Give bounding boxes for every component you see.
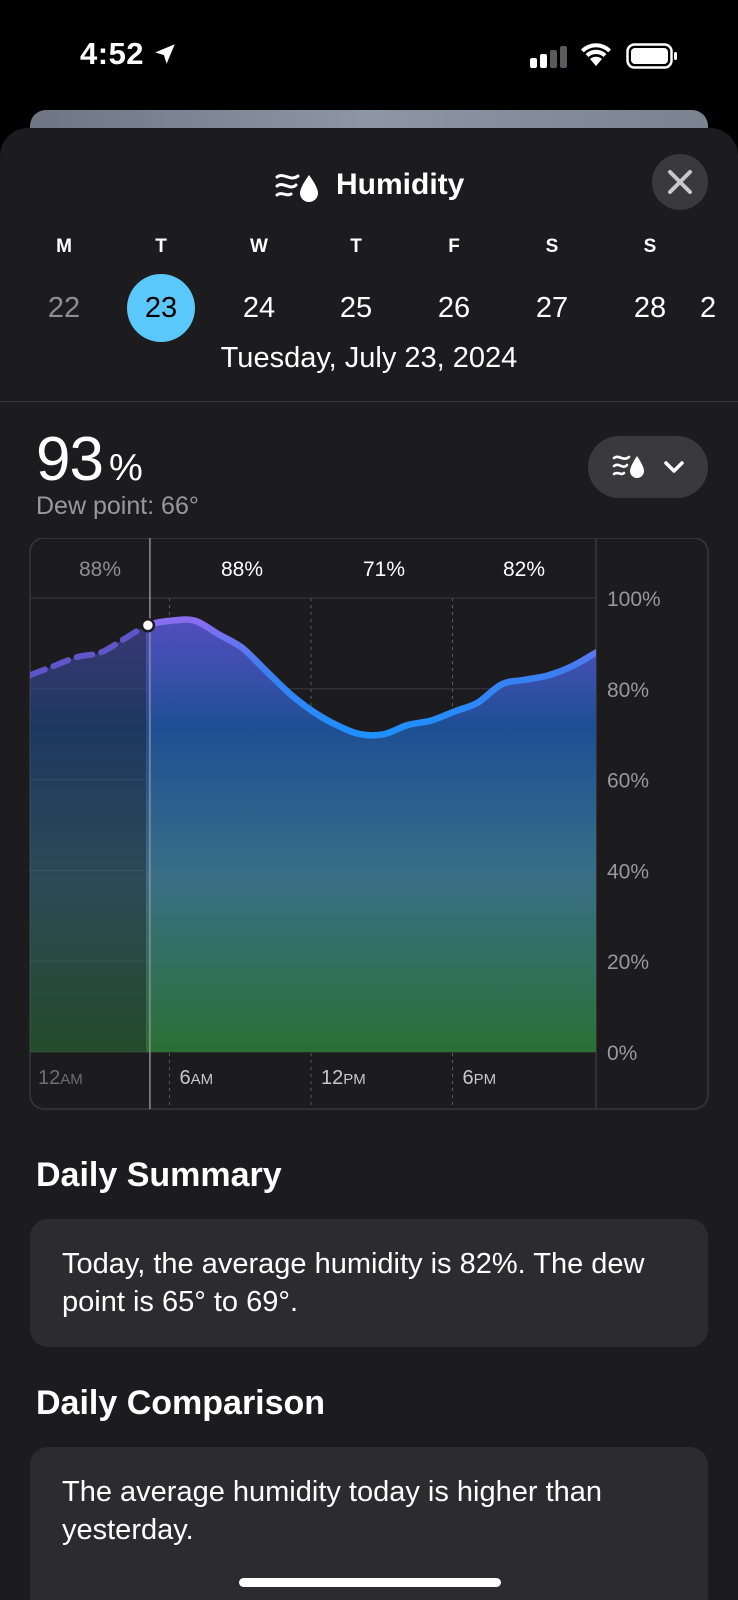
daily-comparison-text: The average humidity today is higher tha… [62, 1476, 603, 1546]
day-24[interactable]: 24 [242, 292, 276, 324]
daily-comparison-heading: Daily Comparison [36, 1384, 326, 1422]
day-22[interactable]: 22 [47, 292, 81, 324]
day-29-partial[interactable]: 2 [700, 292, 717, 324]
y-tick-label: 0% [607, 1042, 637, 1065]
humidity-icon [275, 174, 318, 203]
daily-summary-text: Today, the average humidity is 82%. The … [62, 1248, 645, 1318]
close-icon [668, 170, 692, 194]
divider [0, 401, 738, 402]
daily-comparison-card: The average humidity today is higher tha… [30, 1447, 708, 1600]
y-tick-label: 80% [607, 679, 649, 702]
chevron-down-icon [664, 461, 684, 473]
weekday-label: T [350, 236, 362, 257]
top-range-label: 71% [363, 558, 405, 581]
humidity-area-past [30, 626, 146, 1052]
condition-selector-button[interactable] [588, 436, 708, 498]
weekday-label: F [448, 236, 460, 257]
close-button[interactable] [652, 154, 708, 210]
day-27[interactable]: 27 [535, 292, 569, 324]
selected-date: Tuesday, July 23, 2024 [220, 342, 518, 374]
weekday-label: S [643, 236, 657, 257]
x-tick-label: 12PM [321, 1067, 366, 1089]
humidity-area [146, 619, 596, 1052]
status-time: 4:52 [80, 36, 145, 71]
day-26[interactable]: 26 [437, 292, 471, 324]
humidity-line [146, 616, 596, 739]
humidity-chart[interactable]: 88% 88% 71% 82% 100% 80% 60% 40% 20% 0% 12AM 6AM 1… [0, 538, 738, 1118]
dew-point: Dew point: 66° [36, 492, 199, 520]
battery-icon [626, 43, 677, 69]
status-bar: 4:52 [0, 0, 738, 110]
humidity-icon [612, 455, 684, 478]
y-tick-label: 20% [607, 951, 649, 974]
home-indicator [239, 1578, 501, 1587]
weekday-label: S [545, 236, 559, 257]
day-28[interactable]: 28 [633, 292, 667, 324]
top-range-label: 88% [79, 558, 121, 581]
top-range-label: 82% [503, 558, 545, 581]
cellular-signal-icon [530, 46, 567, 68]
day-23-selected[interactable]: 23 [127, 274, 195, 342]
humidity-sheet: Humidity M T W T F S S 22 23 24 25 26 27… [0, 128, 738, 1600]
day-25[interactable]: 25 [339, 292, 373, 324]
location-arrow-icon [155, 44, 175, 64]
current-humidity-value: 93 [36, 425, 104, 494]
y-tick-label: 40% [607, 860, 649, 883]
daily-summary-heading: Daily Summary [36, 1156, 282, 1194]
sheet-title: Humidity [0, 168, 738, 203]
weekday-label: W [250, 236, 268, 257]
daily-summary-card: Today, the average humidity is 82%. The … [30, 1219, 708, 1347]
current-point [140, 617, 156, 633]
wifi-icon [581, 43, 611, 66]
weekday-label: M [56, 236, 72, 257]
current-humidity: 93% [36, 424, 143, 495]
x-tick-label: 6PM [463, 1067, 497, 1089]
x-tick-label: 12AM [38, 1067, 83, 1089]
top-range-label: 88% [221, 558, 263, 581]
sheet-title-label: Humidity [336, 168, 465, 201]
y-tick-label: 100% [607, 588, 661, 611]
current-humidity-unit: % [108, 447, 143, 489]
humidity-line-past [30, 622, 146, 679]
weekday-label: T [155, 236, 167, 257]
x-tick-label: 6AM [180, 1067, 214, 1089]
y-tick-label: 60% [607, 770, 649, 793]
